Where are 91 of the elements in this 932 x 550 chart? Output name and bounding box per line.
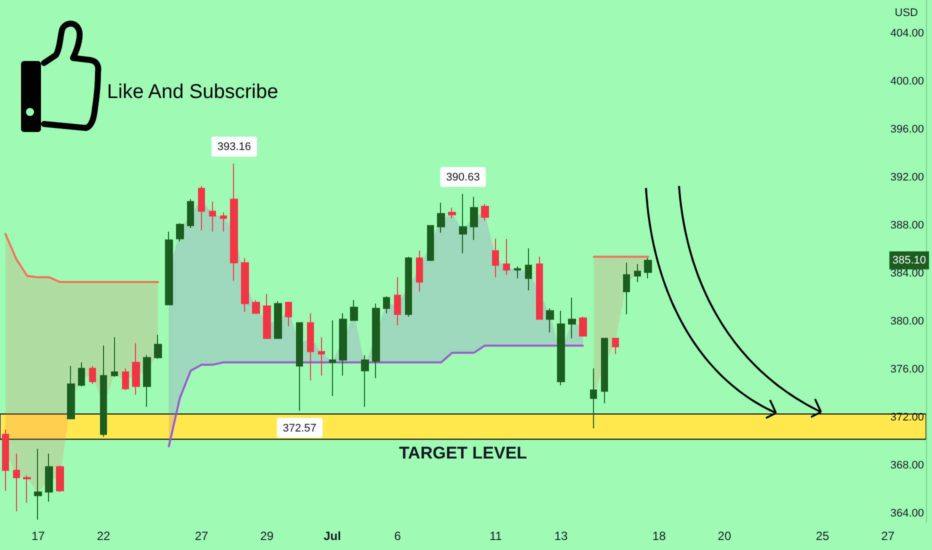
candlestick [503,238,510,276]
y-tick-label: 400.00 [890,76,924,88]
candlestick [198,186,205,231]
y-tick-label: 372.00 [890,412,924,424]
candlestick [143,354,151,408]
annotation: 393.16 [217,141,252,154]
y-tick-label: 364.00 [890,508,924,520]
candlestick [122,368,129,390]
candlestick [361,354,369,408]
candlestick [492,238,499,278]
candlestick [187,198,194,228]
x-tick-label: 29 [260,529,274,543]
candlestick [372,303,380,378]
candlestick [220,212,227,232]
y-tick-label: 404.00 [890,28,924,40]
candlestick [176,222,184,242]
candlestick [448,207,456,219]
y-tick-label: 396.00 [890,124,924,136]
x-tick-label: Jul [324,529,341,543]
x-tick-label: 11 [489,529,502,543]
candlestick [623,262,630,315]
x-tick-label: 25 [816,529,830,543]
candlestick [209,201,216,232]
candlestick [525,248,532,291]
line-series [168,344,584,448]
candlestick [557,310,565,386]
candlestick [165,231,173,306]
annotation: Like And Subscribe [107,81,278,103]
candlestick [230,163,238,282]
candlestick [579,316,587,336]
x-tick-label: 13 [554,529,568,543]
candlestick [285,302,292,327]
candlestick [383,296,390,314]
candlestick [481,204,489,222]
x-tick-label: 6 [394,529,402,543]
candlestick [329,320,336,396]
candlestick [154,334,162,360]
x-tick-label: 20 [718,529,732,543]
candlestick [307,312,314,381]
y-tick-label: 384.00 [890,268,924,280]
candlestick [56,465,64,492]
candlestick [568,297,576,339]
annotation: 372.57 [282,422,316,434]
candlestick [394,276,401,326]
x-tick-label: 27 [881,529,895,543]
candlestick [634,264,641,282]
candlestick [13,453,20,512]
candlestick [274,300,282,339]
candlestick [416,250,423,292]
y-tick-label: 380.00 [890,316,924,328]
candlestick [263,294,271,339]
candlestick [2,429,9,492]
candlestick [241,258,249,312]
candlestick [514,266,521,279]
band-label: TARGET LEVEL [398,444,528,463]
candlestick [459,194,467,254]
candlestick [100,345,107,438]
annotation: 385.10 [892,254,926,266]
candlestick [78,362,85,387]
candlestick [339,312,347,376]
annotation: 390.63 [446,172,480,184]
x-tick-label: 27 [194,529,209,543]
candlestick [437,202,445,234]
candlestick [111,336,118,378]
candlestick [590,368,597,429]
candlestick [350,300,358,321]
candlestick [612,338,619,354]
candlestick [601,338,608,404]
candlestick [536,256,543,320]
y-tick-label: 392.00 [890,172,924,184]
candlestick [89,366,96,384]
candlestick [427,225,434,261]
candlestick [23,474,31,504]
y-axis-title: USD [894,7,918,19]
candlestick [252,300,260,314]
candlestick [470,196,478,240]
y-tick-label: 388.00 [890,220,924,232]
candlestick [405,256,412,318]
x-tick-label: 22 [96,529,110,543]
candlestick [67,366,75,420]
candlestick [34,448,42,520]
candlestick [132,342,140,396]
candlestick [644,258,652,279]
candlestick [318,336,325,376]
candlestick [546,308,554,333]
x-tick-label: 17 [31,529,46,543]
candlestick [296,322,303,412]
y-tick-label: 368.00 [890,460,924,472]
x-tick-label: 18 [652,529,666,543]
y-tick-label: 376.00 [890,364,924,376]
candlestick [45,453,53,502]
